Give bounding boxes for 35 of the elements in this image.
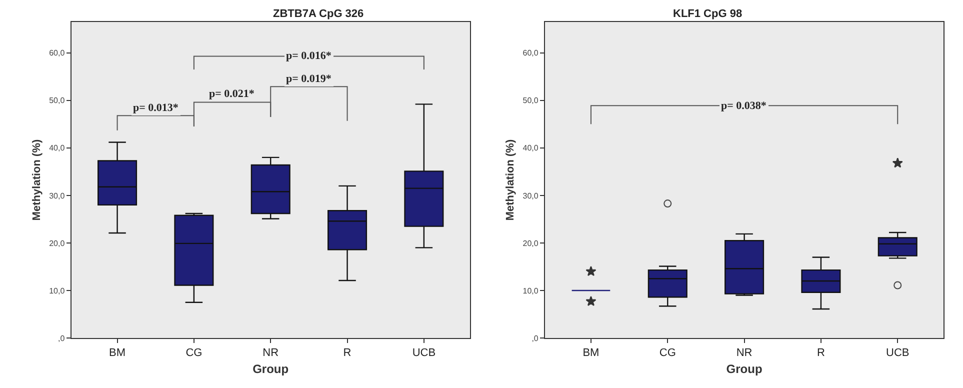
- x-tick-label: UCB: [412, 347, 436, 360]
- x-tick-label: CG: [659, 347, 676, 360]
- y-tick-label: 50,0: [522, 96, 539, 106]
- x-tick-label: CG: [186, 347, 202, 360]
- y-tick-label: 30,0: [522, 191, 539, 200]
- annotation: p= 0.021*: [209, 88, 255, 100]
- x-axis-title: Group: [726, 362, 762, 376]
- annotation: p= 0.019*: [286, 73, 332, 85]
- y-tick-label: 50,0: [49, 96, 66, 106]
- y-tick-label: ,0: [532, 334, 539, 343]
- annotation: p= 0.013*: [133, 102, 179, 114]
- y-tick-label: 40,0: [49, 144, 66, 153]
- x-tick-label: R: [343, 347, 352, 360]
- y-tick-label: 60,0: [49, 48, 66, 58]
- x-tick-label: NR: [736, 347, 752, 360]
- x-tick-label: BM: [109, 347, 126, 360]
- y-tick-label: 60,0: [522, 48, 539, 58]
- chart-title: KLF1 CpG 98: [673, 8, 742, 20]
- x-tick-label: UCB: [886, 347, 910, 360]
- chart-title: ZBTB7A CpG 326: [273, 8, 364, 20]
- y-axis-title: Methylation (%): [30, 139, 43, 221]
- y-tick-label: 20,0: [49, 238, 66, 248]
- y-tick-label: 10,0: [49, 286, 66, 296]
- y-tick-label: 10,0: [522, 286, 539, 296]
- x-tick-label: R: [816, 347, 825, 360]
- y-tick-label: 20,0: [522, 238, 539, 248]
- annotation: p= 0.038*: [721, 100, 767, 112]
- x-axis-title: Group: [252, 362, 289, 376]
- x-tick-label: BM: [582, 347, 600, 360]
- y-tick-label: 30,0: [49, 191, 66, 200]
- x-tick-label: NR: [262, 347, 279, 360]
- annotation: p= 0.016*: [286, 50, 332, 62]
- y-tick-label: 40,0: [522, 144, 539, 153]
- y-tick-label: ,0: [58, 334, 66, 343]
- y-axis-title: Methylation (%): [504, 139, 516, 221]
